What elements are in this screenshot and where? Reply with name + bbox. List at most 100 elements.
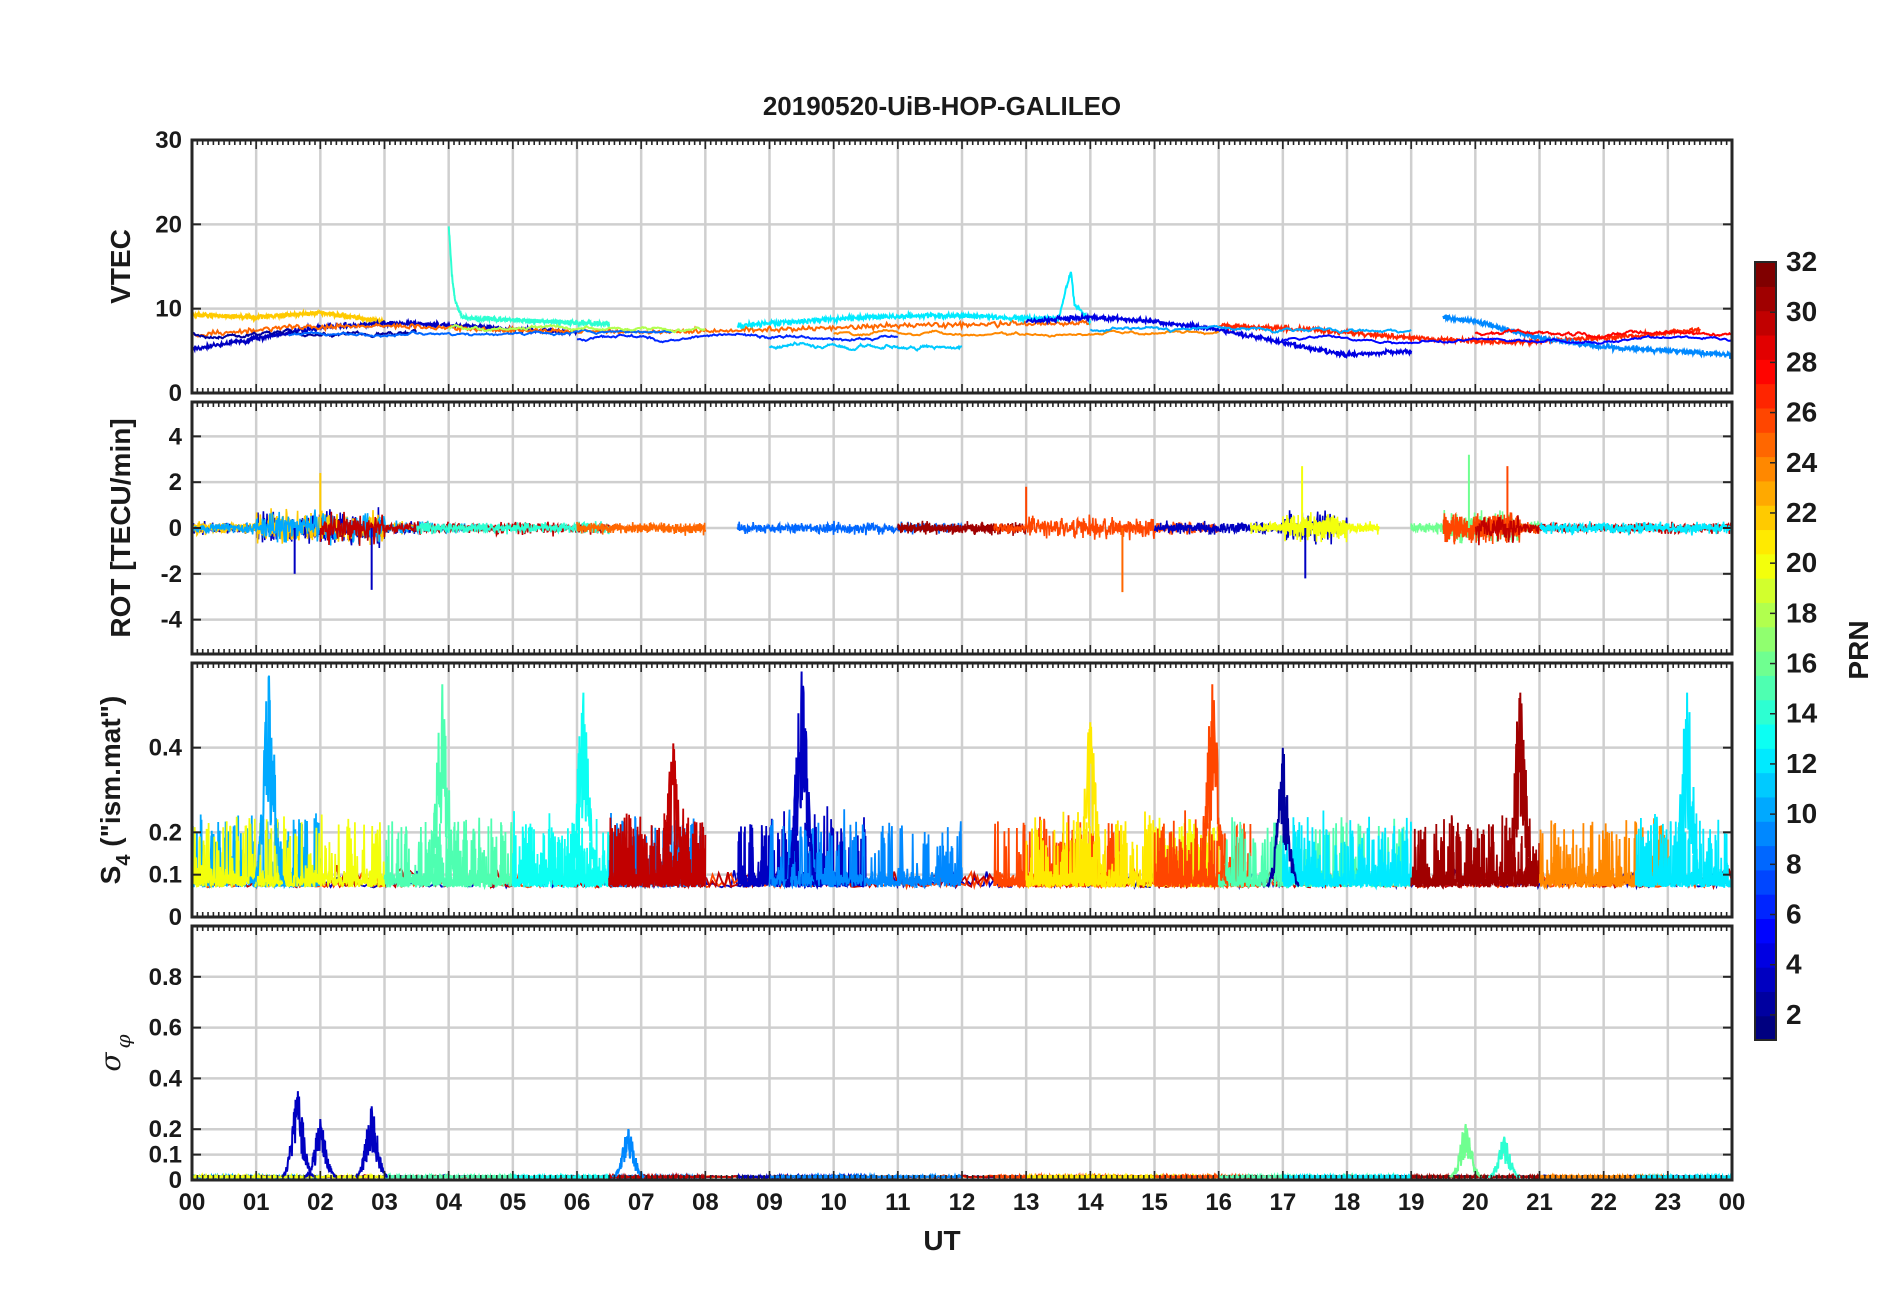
colorbar-cell: [1755, 894, 1776, 920]
colorbar-cell: [1755, 967, 1776, 992]
colorbar-cell: [1755, 359, 1776, 385]
colorbar-tick-label: 6: [1786, 899, 1802, 930]
x-tick-label: 21: [1526, 1189, 1553, 1216]
plot-area: [192, 671, 1732, 891]
x-tick-label: 00: [179, 1189, 206, 1216]
colorbar-tick-label: 26: [1786, 397, 1817, 428]
colorbar-tick-label: 14: [1786, 698, 1818, 729]
y-tick-label: 0: [169, 1167, 182, 1194]
colorbar-cell: [1755, 529, 1776, 555]
y-tick-label: 0.2: [149, 819, 182, 846]
colorbar-tick-label: 10: [1786, 798, 1817, 829]
peak-prn-15: [425, 684, 460, 887]
peak-prn-13: [566, 692, 601, 889]
trace-prn-13: [511, 811, 610, 889]
y-tick-label: 0.1: [149, 862, 182, 889]
colorbar-tick-label: 18: [1786, 597, 1817, 628]
vtec-series-prn-5: [1282, 334, 1732, 345]
colorbar-tick-label: 4: [1786, 949, 1802, 980]
vtec-series-prn-18: [447, 323, 706, 334]
trace-prn-20: [192, 814, 386, 890]
plot-area: [192, 226, 1732, 360]
vtec-series-prn-11: [768, 341, 963, 352]
x-tick-label: 03: [371, 1189, 398, 1216]
peak-prn-26: [1195, 684, 1229, 887]
peak-prn-12: [1670, 692, 1705, 889]
colorbar-cell: [1755, 1015, 1776, 1041]
rot-series-prn-12: [1538, 521, 1732, 536]
vtec-series-prn-22: [192, 308, 386, 327]
vtec-series-prn-6: [576, 332, 898, 344]
colorbar-cell: [1755, 918, 1776, 944]
colorbar-tick-label: 16: [1786, 648, 1817, 679]
x-tick-label: 14: [1077, 1189, 1104, 1216]
x-tick-label: 15: [1141, 1189, 1168, 1216]
colorbar-cell: [1755, 942, 1776, 968]
trace-prn-12: [1281, 810, 1413, 891]
colorbar-cell: [1755, 505, 1776, 531]
y-tick-label: 2: [169, 469, 182, 496]
y-tick-label: 20: [155, 211, 182, 238]
x-tick-label: 09: [756, 1189, 783, 1216]
colorbar-cell: [1755, 626, 1776, 652]
colorbar-cell: [1755, 699, 1776, 725]
colorbar-cell: [1755, 748, 1776, 774]
colorbar-cell: [1755, 553, 1776, 579]
colorbar-cell: [1755, 286, 1776, 312]
x-tick-label: 08: [692, 1189, 719, 1216]
y-tick-label: 4: [169, 423, 183, 450]
x-tick-label: 16: [1205, 1189, 1232, 1216]
peak-prn-3: [303, 1118, 337, 1178]
y-tick-label: 0.4: [149, 1065, 183, 1092]
y-tick-label: 0.6: [149, 1015, 182, 1042]
trace-prn-15: [383, 817, 514, 891]
colorbar-frame: [1754, 261, 1777, 1041]
colorbar-tick-label: 8: [1786, 848, 1802, 879]
colorbar-tick-label: 12: [1786, 748, 1817, 779]
colorbar-cell: [1755, 991, 1776, 1017]
trace-prn-21: [1025, 811, 1156, 890]
colorbar-cell: [1755, 821, 1776, 847]
trace-prn-31: [1410, 815, 1541, 891]
y-tick-label: 0: [169, 904, 182, 931]
y-tick-label: 30: [155, 127, 182, 154]
trace-prn-12: [1634, 813, 1732, 889]
x-tick-label: 11: [885, 1189, 910, 1216]
x-tick-label: 07: [628, 1189, 655, 1216]
x-tick-label: 01: [243, 1189, 270, 1216]
peak-prn-14: [1487, 1136, 1521, 1179]
colorbar-cell: [1755, 262, 1776, 287]
figure-title: 20190520-UiB-HOP-GALILEO: [763, 91, 1121, 121]
colorbar-cell: [1755, 845, 1776, 871]
trace-prn-9: [768, 809, 963, 890]
x-tick-label: 13: [1013, 1189, 1040, 1216]
panel-2: -4 -2 0 2 4 ROT [TECU/min]: [105, 400, 1734, 656]
y-tick-label: 0.2: [149, 1116, 182, 1143]
colorbar-tick-label: 24: [1786, 447, 1818, 478]
colorbar-cell: [1755, 578, 1776, 603]
y-tick-label: 0.1: [149, 1142, 182, 1169]
colorbar-label: PRN: [1843, 620, 1874, 679]
colorbar-cell: [1755, 432, 1776, 458]
colorbar-cell: [1755, 383, 1776, 409]
colorbar-tick-label: 30: [1786, 296, 1817, 327]
y-axis-label: σφ: [94, 1034, 135, 1071]
peak-prn-2: [1265, 747, 1300, 889]
x-tick-label: 05: [499, 1189, 526, 1216]
panel-3: 0 0.1 0.2 0.4 S4 ("ism.mat"): [95, 661, 1734, 931]
colorbar-cell: [1755, 407, 1776, 433]
y-tick-label: 10: [155, 296, 182, 323]
rot-series-prn-25: [576, 521, 707, 536]
x-tick-label: 23: [1654, 1189, 1681, 1216]
colorbar-tick-label: 2: [1786, 999, 1802, 1030]
peak-prn-3: [784, 671, 819, 889]
colorbar-tick-label: 20: [1786, 547, 1817, 578]
y-tick-label: -2: [161, 561, 182, 588]
y-tick-label: 0.4: [149, 735, 183, 762]
peak-prn-3: [355, 1106, 389, 1180]
vtec-series-prn-14: [447, 226, 611, 329]
peak-prn-31: [1503, 692, 1538, 888]
colorbar-cell: [1755, 456, 1776, 482]
vtec-series-prn-8: [288, 328, 674, 338]
